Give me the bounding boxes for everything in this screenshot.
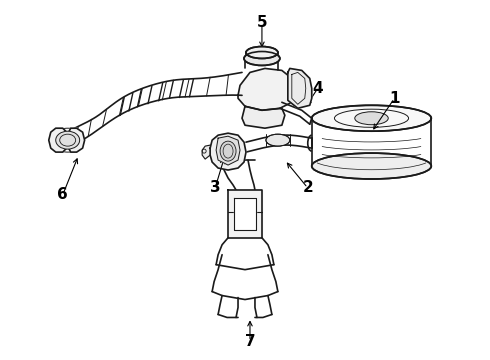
Polygon shape	[288, 68, 312, 108]
Text: 2: 2	[302, 180, 313, 195]
Ellipse shape	[220, 141, 236, 161]
Polygon shape	[210, 133, 246, 170]
Text: 1: 1	[389, 91, 400, 106]
Polygon shape	[202, 145, 210, 159]
Text: 5: 5	[257, 15, 267, 30]
Ellipse shape	[312, 153, 431, 179]
Polygon shape	[228, 190, 262, 238]
Text: 4: 4	[313, 81, 323, 96]
Polygon shape	[49, 128, 85, 152]
Polygon shape	[216, 136, 240, 165]
Ellipse shape	[355, 112, 388, 125]
Ellipse shape	[56, 131, 80, 149]
Ellipse shape	[246, 46, 278, 58]
Ellipse shape	[312, 105, 431, 131]
Ellipse shape	[244, 51, 280, 66]
Polygon shape	[234, 198, 256, 230]
Polygon shape	[238, 68, 295, 110]
Text: 3: 3	[210, 180, 220, 195]
Text: 7: 7	[245, 334, 255, 349]
Ellipse shape	[266, 134, 290, 146]
Polygon shape	[242, 106, 285, 128]
Text: 6: 6	[57, 188, 68, 202]
